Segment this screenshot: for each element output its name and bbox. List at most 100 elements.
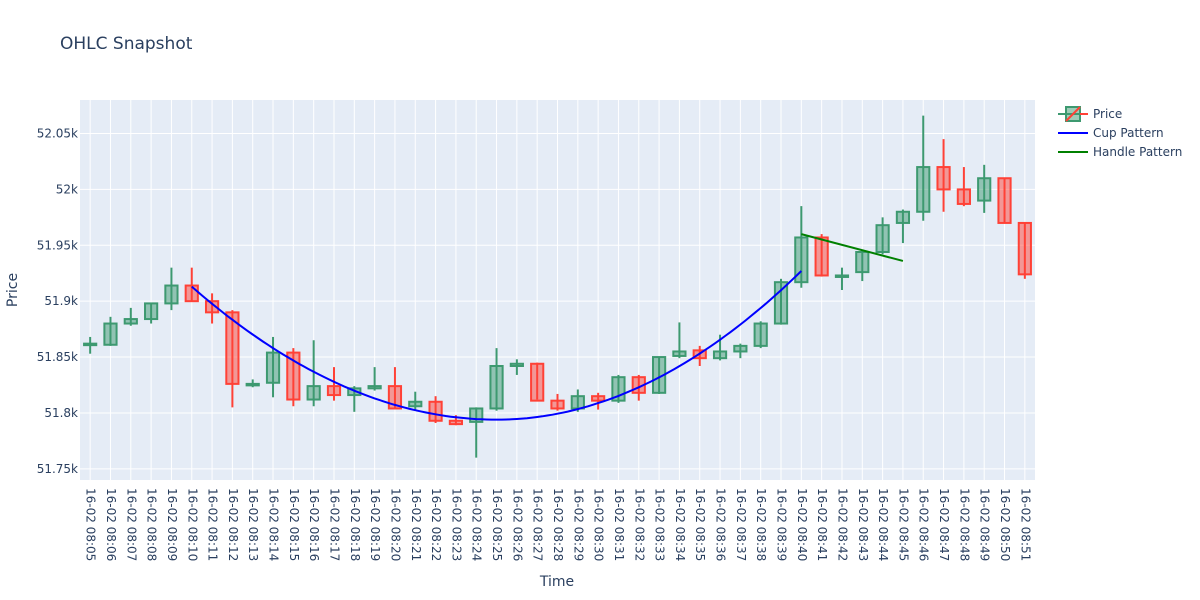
- candle-body: [408, 400, 423, 408]
- candle-body: [550, 399, 565, 410]
- legend-candle-icon: [1058, 105, 1088, 122]
- candle-body: [530, 362, 545, 402]
- candle-body: [814, 236, 829, 277]
- x-tick-label: 16-02 08:33: [653, 488, 667, 561]
- legend-label-handle: Handle Pattern: [1093, 144, 1183, 159]
- x-tick-label: 16-02 08:10: [185, 488, 199, 561]
- legend-label-cup: Cup Pattern: [1093, 125, 1164, 140]
- candle-body: [570, 395, 585, 410]
- candle-body: [225, 311, 240, 385]
- candle-body: [997, 177, 1012, 224]
- y-tick-label: 52k: [56, 182, 78, 196]
- chart-title: OHLC Snapshot: [60, 34, 193, 54]
- legend-item-cup[interactable]: Cup Pattern: [1058, 123, 1182, 142]
- candle-body: [834, 274, 850, 278]
- candle-body: [286, 351, 301, 401]
- y-tick-label: 51.9k: [44, 294, 78, 308]
- x-tick-label: 16-02 08:38: [754, 488, 768, 561]
- x-tick-label: 16-02 08:14: [267, 488, 281, 561]
- candle-body: [387, 385, 403, 410]
- handle-pattern-line: [801, 233, 904, 262]
- candle-body: [428, 400, 443, 422]
- x-tick-label: 16-02 08:27: [531, 488, 545, 561]
- x-tick-label: 16-02 08:24: [470, 488, 484, 561]
- x-tick-label: 16-02 08:46: [917, 488, 931, 561]
- candle-body: [245, 382, 260, 387]
- x-tick-label: 16-02 08:20: [388, 488, 402, 561]
- x-tick-label: 16-02 08:16: [307, 488, 321, 561]
- x-tick-label: 16-02 08:08: [145, 488, 159, 561]
- candle-body: [672, 350, 687, 357]
- x-tick-label: 16-02 08:32: [632, 488, 646, 561]
- x-tick-label: 16-02 08:29: [571, 488, 585, 561]
- candle-body: [123, 318, 138, 325]
- candle-body: [103, 322, 118, 346]
- y-tick-label: 51.8k: [44, 406, 78, 420]
- candle-body: [306, 385, 321, 401]
- x-tick-label: 16-02 08:13: [246, 488, 260, 561]
- candle-body: [83, 342, 98, 347]
- candle-body: [164, 284, 179, 305]
- x-tick-label: 16-02 08:31: [612, 488, 626, 561]
- candle-body: [712, 350, 728, 360]
- x-tick-label: 16-02 08:39: [775, 488, 789, 561]
- x-tick-label: 16-02 08:34: [673, 488, 687, 561]
- legend-candle-wick-dec: [1065, 105, 1081, 122]
- x-tick-label: 16-02 08:23: [449, 488, 463, 561]
- x-tick-label: 16-02 08:48: [957, 488, 971, 561]
- candle-body: [733, 344, 748, 353]
- candle-body: [916, 166, 931, 213]
- candle-body: [591, 395, 606, 402]
- candle-body: [489, 365, 504, 410]
- candle-body: [895, 210, 911, 224]
- candle-body: [204, 300, 220, 314]
- candle-body: [753, 322, 768, 347]
- x-tick-label: 16-02 08:35: [693, 488, 707, 561]
- x-tick-label: 16-02 08:40: [795, 488, 809, 561]
- candle-body: [367, 385, 382, 390]
- x-tick-label: 16-02 08:50: [998, 488, 1012, 561]
- candle-body: [977, 177, 992, 202]
- x-tick-label: 16-02 08:44: [876, 488, 890, 561]
- x-tick-label: 16-02 08:47: [937, 488, 951, 561]
- legend-item-handle[interactable]: Handle Pattern: [1058, 142, 1182, 161]
- candle-body: [794, 236, 809, 284]
- x-axis-title: Time: [539, 574, 575, 590]
- x-tick-label: 16-02 08:11: [206, 488, 220, 561]
- x-tick-label: 16-02 08:07: [124, 488, 138, 561]
- x-tick-label: 16-02 08:12: [226, 488, 240, 561]
- candle-body: [144, 302, 159, 321]
- candle-body: [326, 385, 342, 397]
- candle-body: [875, 224, 890, 253]
- x-tick-label: 16-02 08:17: [327, 488, 341, 561]
- candle-body: [936, 166, 951, 191]
- x-tick-label: 16-02 08:43: [856, 488, 870, 561]
- x-tick-label: 16-02 08:49: [978, 488, 992, 561]
- x-tick-label: 16-02 08:21: [409, 488, 423, 561]
- legend-label-price: Price: [1093, 106, 1123, 121]
- y-axis-title: Price: [5, 272, 21, 308]
- x-tick-label: 16-02 08:51: [1018, 488, 1032, 561]
- legend-handle-line-icon: [1058, 150, 1088, 153]
- cup-pattern-line: [191, 270, 802, 421]
- candle-body: [1017, 221, 1032, 276]
- candle-body: [448, 419, 463, 426]
- legend: Price Cup Pattern Handle Pattern: [1058, 104, 1182, 161]
- x-tick-label: 16-02 08:41: [815, 488, 829, 561]
- x-tick-label: 16-02 08:30: [592, 488, 606, 561]
- y-tick-label: 51.95k: [37, 238, 78, 252]
- x-tick-label: 16-02 08:19: [368, 488, 382, 561]
- x-tick-label: 16-02 08:18: [348, 488, 362, 561]
- y-tick-label: 52.05k: [37, 127, 78, 141]
- x-tick-label: 16-02 08:05: [84, 488, 98, 561]
- x-tick-label: 16-02 08:28: [551, 488, 565, 561]
- x-tick-label: 16-02 08:25: [490, 488, 504, 561]
- x-tick-label: 16-02 08:42: [835, 488, 849, 561]
- candle-body: [956, 188, 971, 205]
- candle-body: [855, 251, 870, 274]
- x-tick-label: 16-02 08:15: [287, 488, 301, 561]
- x-tick-label: 16-02 08:26: [510, 488, 524, 561]
- x-tick-label: 16-02 08:36: [714, 488, 728, 561]
- legend-item-price[interactable]: Price: [1058, 104, 1182, 123]
